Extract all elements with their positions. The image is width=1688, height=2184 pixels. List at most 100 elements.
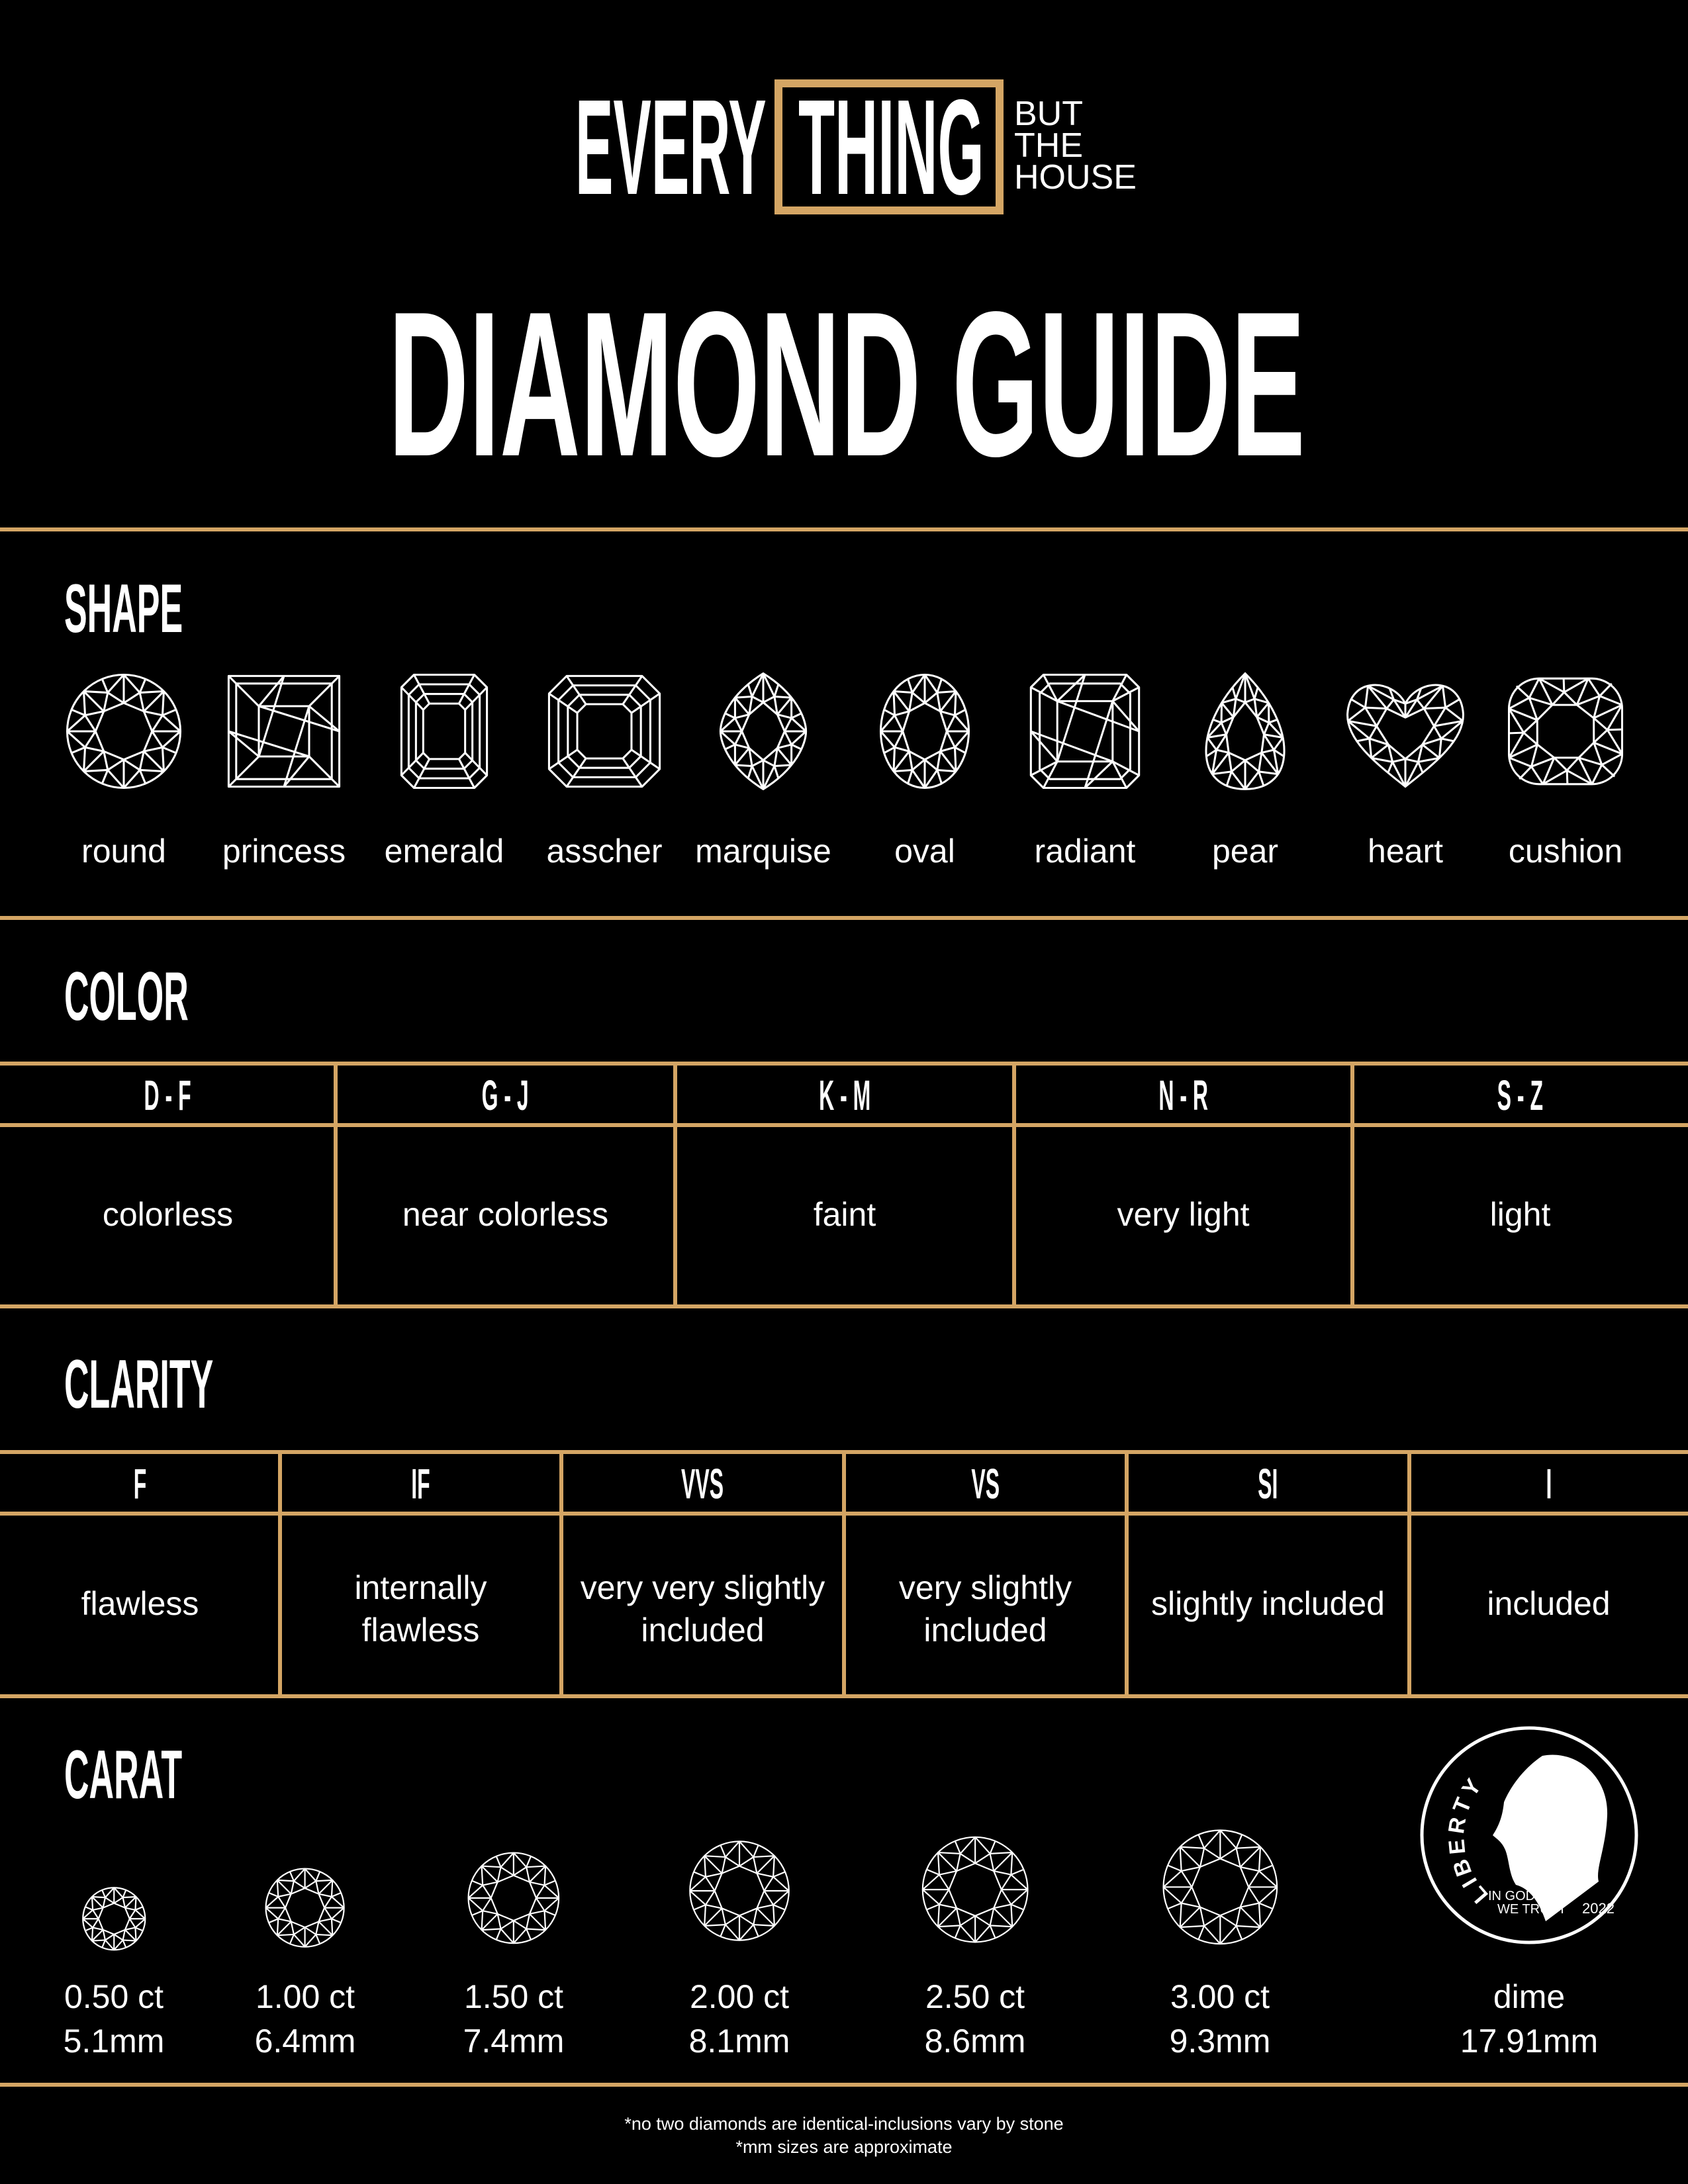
- divider: [0, 2083, 1688, 2087]
- heart-diamond-icon: [1346, 684, 1464, 788]
- clarity-description: flawless: [81, 1585, 199, 1622]
- carat-size: 5.1mm: [63, 2023, 165, 2060]
- dime-liberty-text: LIBERTY: [1444, 1771, 1489, 1908]
- carat-weight: 2.50 ct: [925, 1978, 1025, 2015]
- clarity-description: internally: [354, 1569, 487, 1606]
- color-grade-header: S - Z: [1352, 1074, 1688, 1116]
- clarity-grade-header: VS: [844, 1463, 1127, 1505]
- clarity-grade-text: IF: [411, 1460, 430, 1508]
- clarity-description: very slightly: [898, 1569, 1072, 1606]
- color-description: light: [1489, 1196, 1551, 1233]
- shape-heading: SHAPE: [64, 570, 183, 647]
- clarity-grade-text: F: [133, 1460, 147, 1508]
- color-grade-header: G - J: [336, 1074, 675, 1116]
- column-divider: [673, 1062, 677, 1308]
- dime-motto-1: IN GOD: [1488, 1889, 1535, 1903]
- carat-weight: 1.00 ct: [255, 1978, 355, 2015]
- round-diamond-icon: [921, 1836, 1029, 1943]
- carat-size: 9.3mm: [1169, 2023, 1271, 2060]
- clarity-grade-header: F: [0, 1463, 280, 1505]
- logo-tagline-line: HOUSE: [1014, 158, 1137, 197]
- column-divider: [559, 1450, 563, 1698]
- color-grade-text: D - F: [144, 1071, 192, 1119]
- clarity-description: included: [1487, 1585, 1611, 1622]
- oval-diamond-icon: [879, 673, 970, 790]
- divider: [0, 527, 1688, 531]
- divider: [0, 916, 1688, 920]
- clarity-description: flawless: [361, 1612, 480, 1649]
- carat-weight: 0.50 ct: [64, 1978, 164, 2015]
- color-heading: COLOR: [64, 958, 189, 1035]
- princess-diamond-icon: [227, 674, 341, 788]
- shape-label: round: [81, 833, 166, 870]
- color-grade-header: N - R: [1014, 1074, 1352, 1116]
- carat-size: 8.6mm: [924, 2023, 1026, 2060]
- clarity-description: included: [641, 1612, 765, 1649]
- divider: [0, 1304, 1688, 1308]
- clarity-grade-text: I: [1546, 1460, 1552, 1508]
- column-divider: [1407, 1450, 1411, 1698]
- footnote: *mm sizes are approximate: [735, 2137, 953, 2157]
- logo-gold-box: [774, 79, 1004, 214]
- carat-size: 6.4mm: [254, 2023, 356, 2060]
- dime-icon: LIBERTY IN GOD WE TRUST 2022: [1420, 1726, 1638, 1944]
- shape-label: radiant: [1034, 833, 1136, 870]
- clarity-grade-text: SI: [1258, 1460, 1278, 1508]
- column-divider: [334, 1062, 338, 1308]
- clarity-heading: CLARITY: [64, 1346, 214, 1423]
- color-grade-text: N - R: [1158, 1071, 1208, 1119]
- color-grade-text: K - M: [818, 1071, 871, 1119]
- round-diamond-icon: [1162, 1829, 1278, 1944]
- shape-label: princess: [222, 833, 346, 870]
- pear-diamond-icon: [1205, 672, 1286, 790]
- shape-label: marquise: [695, 833, 831, 870]
- logo-word-every: EVERY: [575, 71, 767, 223]
- column-divider: [1012, 1062, 1016, 1308]
- clarity-description: very very slightly: [580, 1569, 825, 1606]
- color-grade-header: D - F: [0, 1074, 336, 1116]
- color-grade-text: S - Z: [1497, 1071, 1544, 1119]
- shape-label: heart: [1368, 833, 1443, 870]
- page-title: DIAMOND GUIDE: [388, 269, 1305, 500]
- color-grade-header: K - M: [675, 1074, 1014, 1116]
- marquise-diamond-icon: [719, 672, 808, 791]
- clarity-grade-text: VVS: [681, 1460, 724, 1508]
- round-diamond-icon: [81, 1886, 146, 1951]
- radiant-diamond-icon: [1029, 673, 1141, 790]
- cushion-diamond-icon: [1507, 677, 1624, 786]
- clarity-grade-header: IF: [280, 1463, 561, 1505]
- logo-tagline: BUT THE HOUSE: [1014, 95, 1137, 197]
- color-description: faint: [813, 1196, 876, 1233]
- color-grade-text: G - J: [481, 1071, 530, 1119]
- clarity-grade-header: SI: [1127, 1463, 1409, 1505]
- carat-weight: 3.00 ct: [1170, 1978, 1270, 2015]
- color-description: very light: [1117, 1196, 1250, 1233]
- dime-size: 17.91mm: [1460, 2023, 1599, 2060]
- logo-tagline-line: BUT: [1014, 95, 1083, 133]
- carat-weight: 1.50 ct: [463, 1978, 564, 2015]
- emerald-diamond-icon: [400, 673, 489, 790]
- column-divider: [1350, 1062, 1354, 1308]
- logo-word-thing: THING: [798, 71, 984, 223]
- shape-label: oval: [894, 833, 955, 870]
- carat-size: 7.4mm: [463, 2023, 565, 2060]
- clarity-grade-text: VS: [971, 1460, 1000, 1508]
- svg-text:LIBERTY: LIBERTY: [1444, 1771, 1493, 1908]
- logo-tagline-line: THE: [1014, 126, 1083, 165]
- shape-label: pear: [1211, 833, 1279, 870]
- color-description: colorless: [102, 1196, 234, 1233]
- clarity-description: included: [923, 1612, 1047, 1649]
- dime-motto-2: WE TRUST: [1497, 1902, 1566, 1917]
- dime-label: dime: [1493, 1978, 1566, 2015]
- carat-size: 8.1mm: [688, 2023, 790, 2060]
- shape-label: emerald: [384, 833, 504, 870]
- round-diamond-icon: [66, 673, 182, 790]
- round-diamond-icon: [689, 1841, 790, 1941]
- clarity-description: slightly included: [1151, 1585, 1385, 1622]
- divider: [0, 1062, 1688, 1066]
- color-description: near colorless: [402, 1196, 609, 1233]
- divider: [0, 1123, 1688, 1127]
- dime-profile: [1493, 1754, 1608, 1921]
- column-divider: [1125, 1450, 1129, 1698]
- clarity-grade-header: I: [1409, 1463, 1688, 1505]
